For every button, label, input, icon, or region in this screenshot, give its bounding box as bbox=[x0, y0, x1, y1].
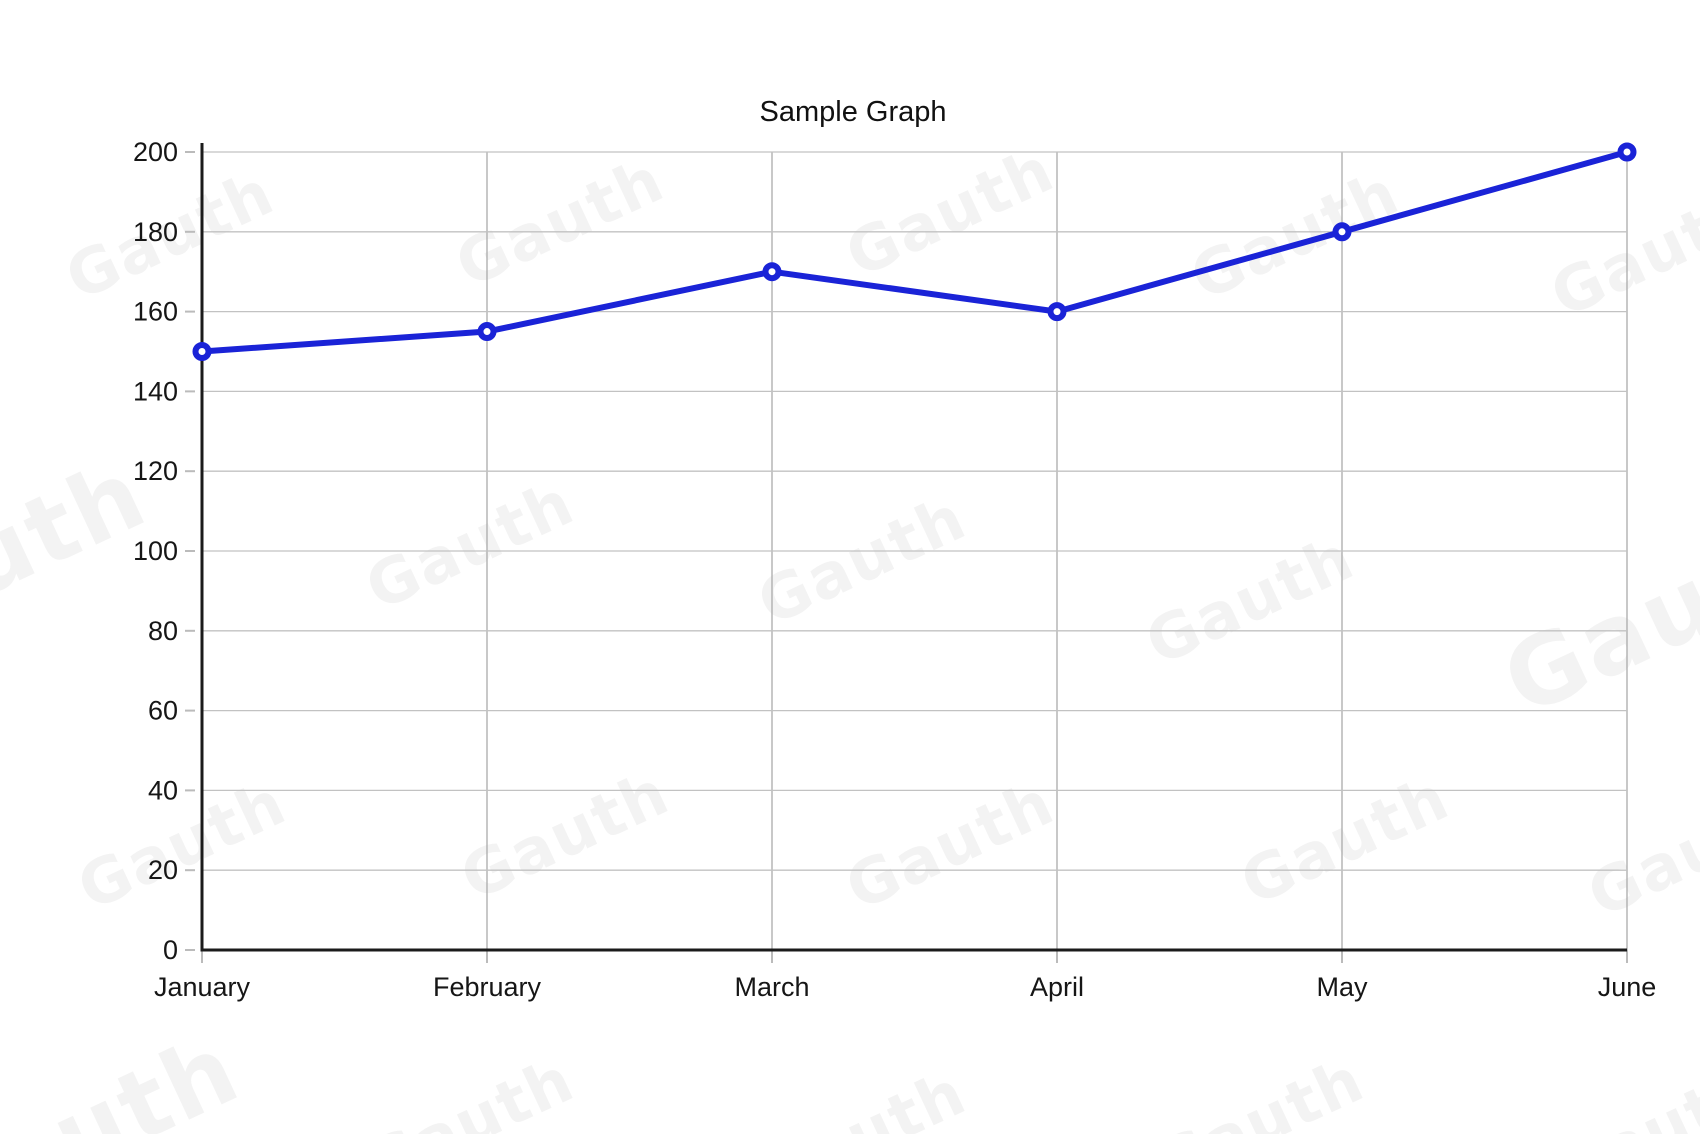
data-point-march bbox=[762, 262, 782, 282]
y-tick-label-60: 60 bbox=[148, 696, 178, 726]
x-tick-label-march: March bbox=[734, 972, 809, 1002]
x-tick-label-january: January bbox=[154, 972, 251, 1002]
x-tick-label-may: May bbox=[1316, 972, 1368, 1002]
y-tick-label-40: 40 bbox=[148, 775, 178, 805]
data-point-april bbox=[1047, 302, 1067, 322]
y-tick-label-120: 120 bbox=[133, 456, 178, 486]
y-tick-label-0: 0 bbox=[163, 935, 178, 965]
x-tick-label-february: February bbox=[433, 972, 542, 1002]
y-tick-label-200: 200 bbox=[133, 137, 178, 167]
data-point-february bbox=[477, 322, 497, 342]
y-tick-label-20: 20 bbox=[148, 855, 178, 885]
y-tick-label-160: 160 bbox=[133, 297, 178, 327]
data-point-january bbox=[192, 342, 212, 361]
y-tick-label-100: 100 bbox=[133, 536, 178, 566]
y-tick-label-80: 80 bbox=[148, 616, 178, 646]
chart-title: Sample Graph bbox=[759, 96, 947, 128]
data-point-june bbox=[1617, 142, 1637, 162]
x-tick-label-june: June bbox=[1598, 972, 1657, 1002]
data-line bbox=[199, 149, 1630, 355]
data-point-may bbox=[1332, 222, 1352, 242]
x-tick-label-april: April bbox=[1030, 972, 1084, 1002]
y-tick-label-180: 180 bbox=[133, 217, 178, 247]
y-tick-label-140: 140 bbox=[133, 376, 178, 406]
